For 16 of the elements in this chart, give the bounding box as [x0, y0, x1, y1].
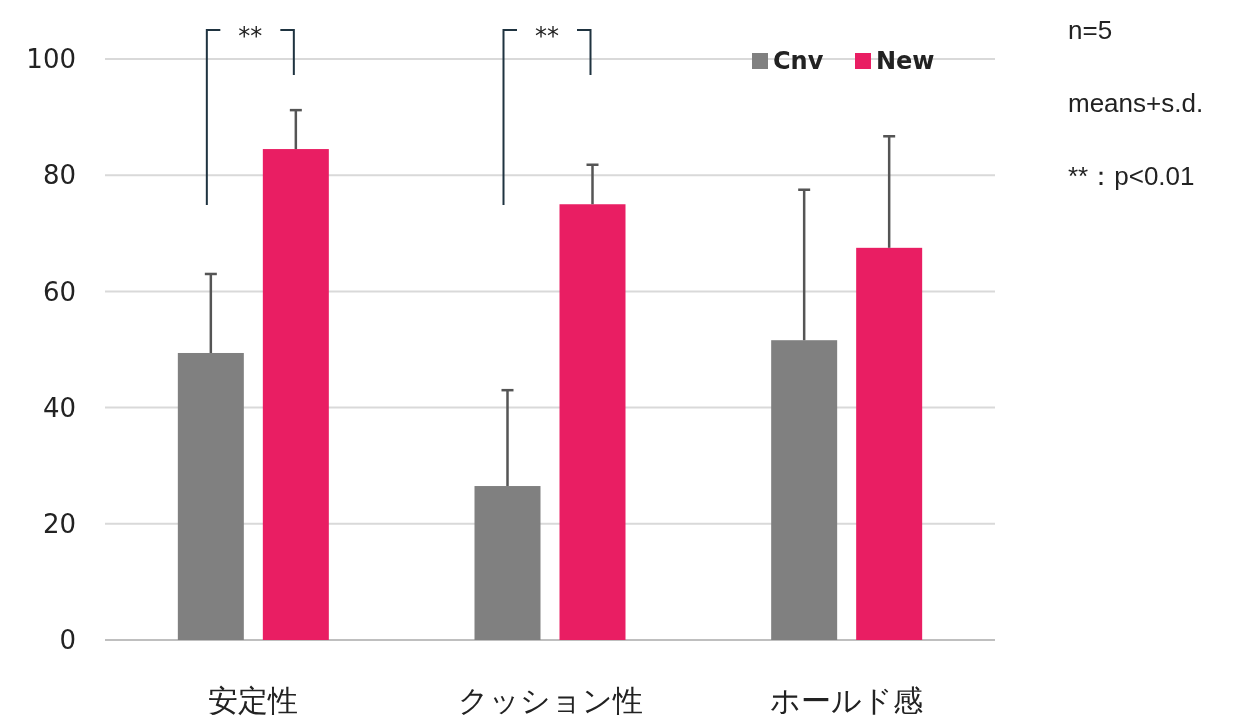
text: ** — [238, 22, 263, 50]
x-tick-label: クッション性 — [457, 682, 643, 718]
x-tick-label: ホールド感 — [770, 682, 924, 718]
legend-label: Cnv — [773, 47, 824, 76]
legend-label: New — [876, 47, 935, 76]
y-tick-label: 100 — [26, 44, 76, 75]
y-tick-label: 60 — [42, 276, 76, 307]
text: ** — [535, 22, 559, 50]
y-tick-label: 20 — [42, 508, 76, 539]
y-tick-label: 80 — [42, 160, 76, 191]
y-tick-label: 0 — [59, 625, 76, 656]
y-tick-label: 40 — [42, 392, 76, 423]
text: **：p<0.01 — [1068, 161, 1195, 192]
text: means+s.d. — [1068, 88, 1204, 119]
text: n=5 — [1068, 15, 1113, 46]
x-tick-label: 安定性 — [208, 682, 299, 718]
